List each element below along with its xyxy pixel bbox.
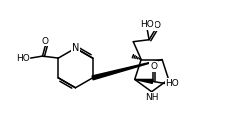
Text: O: O	[150, 62, 157, 71]
Text: NH: NH	[145, 93, 159, 102]
Text: N: N	[72, 43, 79, 53]
Polygon shape	[135, 79, 153, 83]
Text: O: O	[154, 21, 160, 30]
Text: HO: HO	[16, 54, 30, 63]
Text: HO: HO	[140, 20, 154, 29]
Text: O: O	[42, 37, 49, 46]
Text: HO: HO	[165, 79, 179, 88]
Polygon shape	[92, 59, 162, 80]
